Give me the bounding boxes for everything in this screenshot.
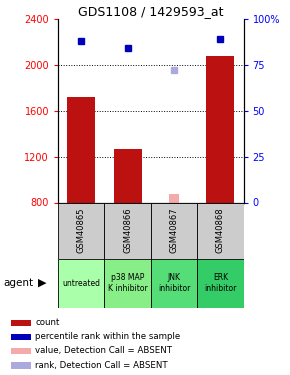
Bar	[11, 334, 31, 340]
Text: GSM40866: GSM40866	[123, 208, 132, 254]
Bar	[197, 202, 244, 259]
Bar	[67, 97, 95, 202]
Bar	[197, 259, 244, 308]
Bar	[58, 259, 104, 308]
Bar	[114, 148, 142, 202]
Bar	[104, 259, 151, 308]
Text: GSM40868: GSM40868	[216, 208, 225, 254]
Text: p38 MAP
K inhibitor: p38 MAP K inhibitor	[108, 273, 148, 293]
Bar	[11, 348, 31, 354]
Text: GSM40867: GSM40867	[169, 208, 179, 254]
Bar	[169, 195, 179, 202]
Bar	[151, 202, 197, 259]
Text: JNK
inhibitor: JNK inhibitor	[158, 273, 190, 293]
Bar	[151, 259, 197, 308]
Text: rank, Detection Call = ABSENT: rank, Detection Call = ABSENT	[35, 361, 168, 370]
Bar	[11, 320, 31, 326]
Bar	[58, 202, 104, 259]
Text: value, Detection Call = ABSENT: value, Detection Call = ABSENT	[35, 346, 172, 355]
Text: percentile rank within the sample: percentile rank within the sample	[35, 332, 180, 341]
Bar	[206, 56, 234, 202]
Text: untreated: untreated	[62, 279, 100, 288]
Text: ▶: ▶	[38, 278, 46, 288]
Text: ERK
inhibitor: ERK inhibitor	[204, 273, 237, 293]
Bar	[104, 202, 151, 259]
Text: count: count	[35, 318, 59, 327]
Text: GSM40865: GSM40865	[77, 208, 86, 254]
Title: GDS1108 / 1429593_at: GDS1108 / 1429593_at	[78, 4, 224, 18]
Bar	[11, 362, 31, 369]
Text: agent: agent	[3, 278, 33, 288]
